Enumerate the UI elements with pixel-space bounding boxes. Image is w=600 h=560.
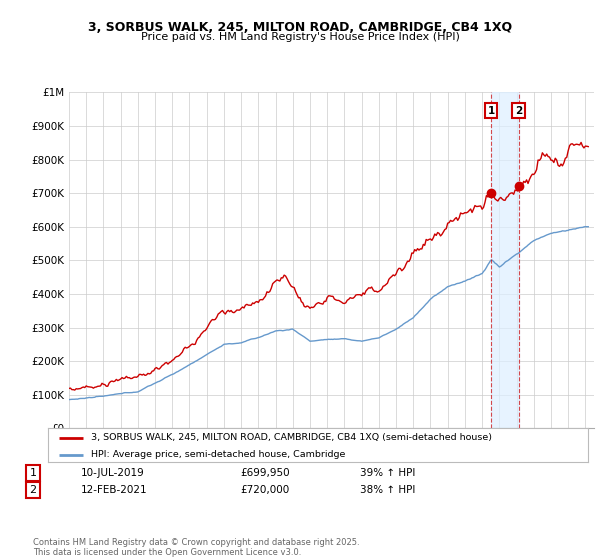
Text: 3, SORBUS WALK, 245, MILTON ROAD, CAMBRIDGE, CB4 1XQ (semi-detached house): 3, SORBUS WALK, 245, MILTON ROAD, CAMBRI… (91, 433, 492, 442)
Text: £699,950: £699,950 (240, 468, 290, 478)
Text: 1: 1 (29, 468, 37, 478)
Text: Contains HM Land Registry data © Crown copyright and database right 2025.
This d: Contains HM Land Registry data © Crown c… (33, 538, 359, 557)
Text: Price paid vs. HM Land Registry's House Price Index (HPI): Price paid vs. HM Land Registry's House … (140, 32, 460, 43)
Text: £720,000: £720,000 (240, 485, 289, 495)
Bar (491, 92, 518, 428)
Text: 2: 2 (515, 106, 522, 116)
Text: 1: 1 (488, 106, 495, 116)
Text: 10-JUL-2019: 10-JUL-2019 (81, 468, 145, 478)
Text: 2: 2 (29, 485, 37, 495)
Text: 12-FEB-2021: 12-FEB-2021 (81, 485, 148, 495)
Text: 39% ↑ HPI: 39% ↑ HPI (360, 468, 415, 478)
Text: HPI: Average price, semi-detached house, Cambridge: HPI: Average price, semi-detached house,… (91, 450, 346, 459)
Text: 3, SORBUS WALK, 245, MILTON ROAD, CAMBRIDGE, CB4 1XQ: 3, SORBUS WALK, 245, MILTON ROAD, CAMBRI… (88, 21, 512, 34)
Text: 38% ↑ HPI: 38% ↑ HPI (360, 485, 415, 495)
